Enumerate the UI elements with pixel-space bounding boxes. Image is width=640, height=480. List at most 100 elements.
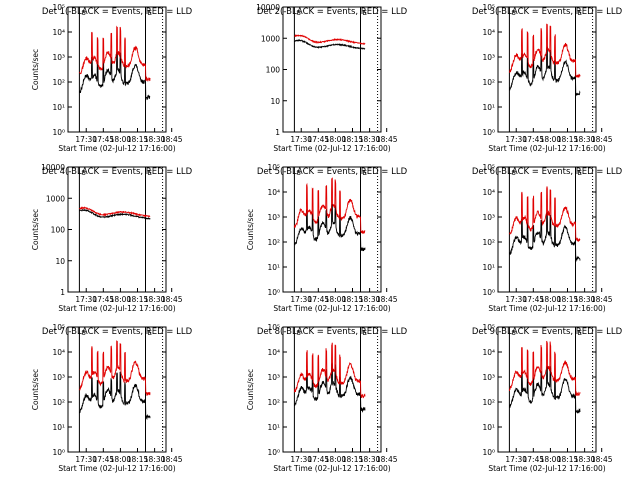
chart-title: Det 9(-BLACK = Events, RED = LLD (472, 327, 623, 337)
time-marker-label: E (362, 329, 366, 337)
y-tick-label: 10³ (52, 53, 65, 62)
x-tick-label: 18:30 (574, 455, 596, 464)
y-tick-label: 10⁵ (482, 163, 495, 172)
series-line-events (294, 38, 366, 50)
series-line-events (78, 208, 151, 220)
x-tick-label: 18:45 (376, 135, 398, 144)
x-tick-label: 18:00 (110, 135, 132, 144)
chart-title: Det 7(-BLACK = Events, RED = LLD (42, 327, 193, 337)
series-line-events (508, 365, 581, 414)
series-line-lld (293, 342, 366, 399)
series-line-events (293, 203, 366, 252)
y-tick-label: 10³ (482, 373, 495, 382)
y-tick-label: 10⁰ (482, 448, 495, 457)
y-tick-label: 10⁴ (267, 348, 280, 357)
y-tick-label: 10⁰ (267, 288, 280, 297)
y-tick-label: 10³ (267, 213, 280, 222)
y-tick-label: 10⁵ (267, 323, 280, 332)
time-marker-label: S (511, 329, 516, 337)
y-axis-label: Counts/sec (246, 209, 255, 250)
y-tick-label: 10¹ (267, 423, 280, 432)
y-tick-label: 10² (52, 398, 65, 407)
y-tick-label: 10³ (52, 373, 65, 382)
y-tick-label: 10² (267, 398, 280, 407)
chart-title: Det 3(-BLACK = Events, RED = LLD (472, 7, 623, 17)
x-tick-label: 17:45 (523, 135, 545, 144)
x-tick-label: 18:15 (557, 295, 579, 304)
series-line-lld (293, 177, 366, 234)
x-tick-label: 18:15 (127, 455, 149, 464)
y-tick-label: 10⁵ (482, 323, 495, 332)
y-tick-label: 10⁰ (267, 448, 280, 457)
time-marker-label: S (296, 169, 301, 177)
x-tick-label: 17:30 (505, 135, 527, 144)
y-tick-label: 10³ (267, 373, 280, 382)
y-tick-label: 10⁴ (52, 348, 65, 357)
y-tick-label: 10¹ (482, 103, 495, 112)
x-tick-label: 17:30 (75, 295, 97, 304)
series-line-lld (508, 23, 581, 78)
series-line-lld (79, 340, 151, 396)
x-tick-label: 18:45 (161, 455, 183, 464)
y-tick-label: 10² (52, 78, 65, 87)
time-marker-label: S (296, 329, 301, 337)
x-axis-label: Start Time (02-Jul-12 17:16:00) (488, 144, 605, 153)
x-tick-label: 17:30 (290, 135, 312, 144)
y-tick-label: 10² (482, 238, 495, 247)
y-tick-label: 10⁴ (482, 348, 495, 357)
plot-frame (67, 6, 167, 133)
x-tick-label: 18:15 (127, 135, 149, 144)
time-marker-label: E (147, 329, 151, 337)
plot-frame (67, 326, 167, 453)
x-tick-label: 18:30 (359, 455, 381, 464)
y-tick-label: 10² (482, 78, 495, 87)
x-tick-label: 18:00 (540, 135, 562, 144)
time-marker-label: E (147, 169, 151, 177)
y-tick-label: 10¹ (52, 423, 65, 432)
detector-chart-5: Det 5(-BLACK = Events, RED = LLD 10⁰ 10¹ 10… (246, 163, 408, 313)
time-marker-label: S (81, 329, 86, 337)
time-marker-label: S (81, 9, 86, 17)
y-tick-label: 10⁰ (52, 448, 65, 457)
y-tick-label: 10000 (256, 3, 280, 12)
x-tick-label: 17:30 (505, 455, 527, 464)
chart-title: Det 4(-BLACK = Events, RED = LLD (42, 167, 193, 177)
plot-frame (282, 6, 382, 133)
chart-title: Det 1(-BLACK = Events, RED = LLD (42, 7, 193, 17)
detector-chart-1: Det 1(-BLACK = Events, RED = LLD 10⁰ 10¹ 10… (31, 3, 193, 153)
y-axis-label: Counts/sec (31, 49, 40, 90)
x-axis-label: Start Time (02-Jul-12 17:16:00) (273, 144, 390, 153)
y-tick-label: 10¹ (267, 263, 280, 272)
series-line-events (508, 46, 581, 96)
x-tick-label: 18:15 (342, 295, 364, 304)
x-tick-label: 18:45 (591, 295, 613, 304)
y-tick-label: 10⁴ (52, 28, 65, 37)
x-tick-label: 18:15 (342, 135, 364, 144)
x-tick-label: 18:15 (342, 455, 364, 464)
plot-frame (497, 6, 597, 133)
series-line-events (78, 371, 151, 421)
y-tick-label: 1000 (261, 34, 280, 43)
detector-chart-3: Det 3(-BLACK = Events, RED = LLD 10⁰ 10¹ 10… (472, 3, 623, 153)
x-tick-label: 18:00 (325, 455, 347, 464)
x-tick-label: 18:15 (557, 135, 579, 144)
x-tick-label: 17:45 (93, 135, 115, 144)
y-tick-label: 10⁵ (267, 163, 280, 172)
x-tick-label: 17:30 (290, 295, 312, 304)
y-tick-label: 1 (60, 288, 65, 297)
time-marker-label: S (296, 9, 301, 17)
x-tick-label: 18:45 (161, 295, 183, 304)
y-tick-label: 10⁵ (482, 3, 495, 12)
detector-chart-2: Det 2(-BLACK = Events, RED = LLD 1 10 100 10… (256, 3, 407, 153)
y-tick-label: 10¹ (482, 263, 495, 272)
y-tick-label: 10⁵ (52, 3, 65, 12)
detector-chart-4: Det 4(-BLACK = Events, RED = LLD 1 10 100 10… (31, 163, 193, 313)
x-axis-label: Start Time (02-Jul-12 17:16:00) (58, 464, 175, 473)
y-tick-label: 10⁴ (267, 188, 280, 197)
x-tick-label: 18:00 (540, 295, 562, 304)
plot-frame (497, 326, 597, 453)
x-tick-label: 17:45 (523, 295, 545, 304)
y-tick-label: 10 (270, 97, 280, 106)
y-tick-label: 1000 (46, 194, 65, 203)
y-axis-label: Counts/sec (246, 369, 255, 410)
